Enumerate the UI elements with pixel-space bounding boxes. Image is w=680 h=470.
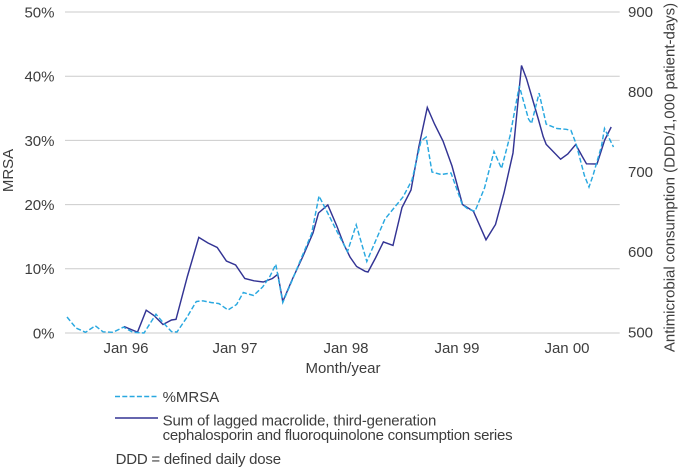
svg-text:Month/year: Month/year — [305, 360, 380, 377]
svg-text:800: 800 — [628, 84, 653, 101]
svg-text:Jan 00: Jan 00 — [544, 340, 589, 357]
svg-text:%MRSA: %MRSA — [163, 389, 220, 406]
svg-text:DDD = defined daily dose: DDD = defined daily dose — [116, 451, 281, 468]
svg-text:30%: 30% — [24, 133, 54, 150]
svg-text:cephalosporin and fluoroquinol: cephalosporin and fluoroquinolone consum… — [163, 427, 513, 444]
svg-text:Jan 99: Jan 99 — [434, 340, 479, 357]
svg-text:Antimicrobial consumption (DDD: Antimicrobial consumption (DDD/1,000 pat… — [662, 3, 679, 352]
svg-text:10%: 10% — [24, 261, 54, 278]
svg-text:900: 900 — [628, 4, 653, 21]
svg-text:Jan 96: Jan 96 — [103, 340, 148, 357]
svg-text:0%: 0% — [33, 325, 55, 342]
svg-text:20%: 20% — [24, 197, 54, 214]
svg-text:MRSA: MRSA — [0, 149, 17, 192]
svg-text:700: 700 — [628, 164, 653, 181]
svg-text:50%: 50% — [24, 4, 54, 21]
svg-text:Jan 97: Jan 97 — [212, 340, 257, 357]
svg-text:Sum of lagged macrolide, third: Sum of lagged macrolide, third-generatio… — [163, 412, 437, 429]
svg-text:Jan 98: Jan 98 — [323, 340, 368, 357]
svg-text:40%: 40% — [24, 69, 54, 86]
svg-text:500: 500 — [628, 324, 653, 341]
svg-text:600: 600 — [628, 244, 653, 261]
